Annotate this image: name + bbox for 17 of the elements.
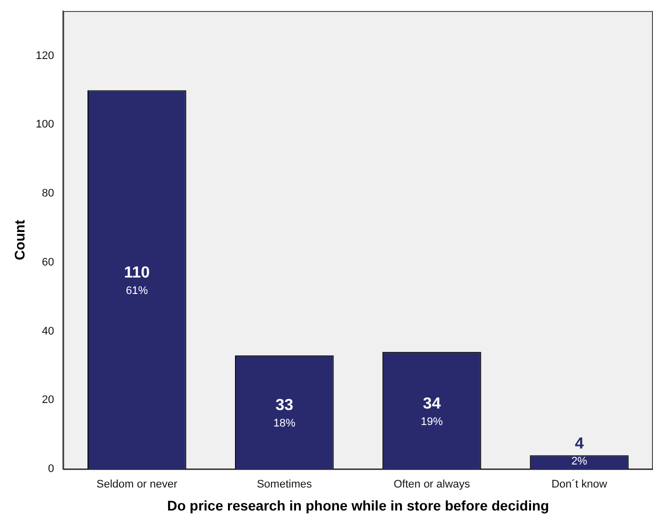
data-label: 33 18%: [273, 397, 296, 430]
y-tick-label: 0: [48, 463, 54, 476]
data-label: 110 61%: [124, 264, 150, 298]
data-label: 34 19%: [420, 395, 444, 428]
y-tick-label: 80: [42, 188, 54, 200]
y-tick-label: 60: [42, 256, 54, 268]
x-tick-label: Often or always: [394, 478, 471, 491]
x-axis-title: Do price research in phone while in store before deciding: [167, 497, 550, 514]
y-tick-label: 120: [36, 50, 54, 62]
y-tick-label: 40: [42, 325, 54, 338]
y-tick-label: 20: [42, 394, 54, 406]
y-axis-title: Count: [11, 219, 28, 260]
y-tick-label: 100: [36, 118, 54, 131]
data-label: 4 2%: [571, 435, 588, 468]
x-tick-label: Sometimes: [256, 478, 312, 491]
x-tick-label: Don´t know: [551, 478, 608, 491]
x-tick-label: Seldom or never: [96, 478, 178, 491]
